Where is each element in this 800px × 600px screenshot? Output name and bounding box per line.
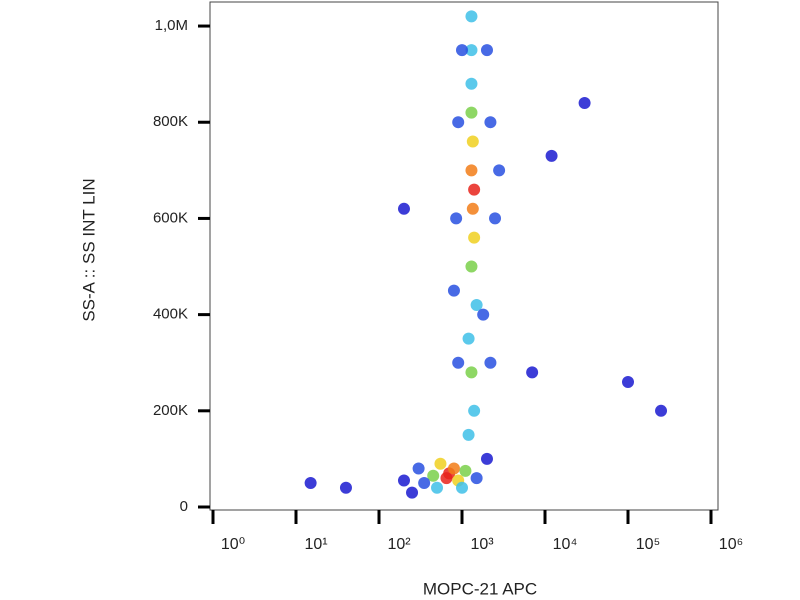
event-point: [545, 149, 558, 162]
x-tick-label: 10⁶: [719, 536, 743, 553]
event-point: [465, 44, 478, 57]
y-tick-label: 800K: [153, 113, 188, 130]
event-point: [526, 366, 539, 379]
event-point: [462, 332, 475, 345]
event-point: [452, 356, 465, 369]
event-point: [465, 10, 478, 23]
event-point: [418, 476, 431, 489]
event-point: [465, 77, 478, 90]
event-point: [339, 481, 352, 494]
event-point: [452, 116, 465, 129]
x-tick-label: 10²: [387, 536, 411, 553]
y-tick-label: 0: [180, 498, 188, 515]
event-point: [466, 135, 479, 148]
x-tick-label: 10⁵: [636, 536, 660, 553]
event-point: [412, 462, 425, 475]
event-point: [431, 481, 444, 494]
event-point: [468, 404, 481, 417]
y-axis-label: SS-A :: SS INT LIN: [79, 178, 98, 321]
event-point: [462, 428, 475, 441]
x-tick-label: 10¹: [304, 536, 327, 553]
event-point: [465, 260, 478, 273]
event-point: [450, 212, 463, 225]
y-tick-label: 400K: [153, 306, 188, 323]
event-point: [406, 486, 419, 499]
y-tick-label: 1,0M: [155, 17, 188, 34]
x-tick-label: 10⁴: [553, 536, 578, 553]
event-point: [447, 284, 460, 297]
event-point: [484, 356, 497, 369]
event-point: [477, 308, 490, 321]
event-point: [655, 404, 668, 417]
event-point: [578, 97, 591, 109]
event-point: [434, 457, 447, 470]
event-point: [470, 472, 483, 485]
event-point: [468, 183, 481, 196]
event-point: [465, 106, 478, 119]
event-point: [468, 231, 481, 244]
event-point: [484, 116, 497, 129]
event-point: [466, 202, 479, 215]
event-point: [465, 366, 478, 379]
x-tick-label: 10³: [470, 536, 494, 553]
event-point: [493, 164, 506, 177]
x-tick-label: 10⁰: [221, 536, 245, 553]
event-point: [459, 464, 472, 477]
plot-frame: [209, 1, 719, 511]
event-point: [440, 472, 453, 485]
y-tick-label: 600K: [153, 209, 188, 226]
event-point: [447, 462, 460, 475]
event-point: [456, 481, 468, 494]
event-point: [456, 44, 468, 57]
event-point: [427, 469, 440, 482]
event-point: [489, 212, 502, 225]
event-point: [480, 452, 493, 465]
event-point: [622, 375, 634, 388]
event-point: [470, 299, 483, 311]
event-point: [397, 474, 410, 487]
x-axis-label: MOPC-21 APC: [423, 579, 537, 598]
event-point: [465, 164, 478, 177]
y-tick-label: 200K: [153, 402, 188, 419]
event-point: [480, 44, 493, 57]
event-point: [304, 476, 317, 489]
event-point: [397, 202, 410, 215]
